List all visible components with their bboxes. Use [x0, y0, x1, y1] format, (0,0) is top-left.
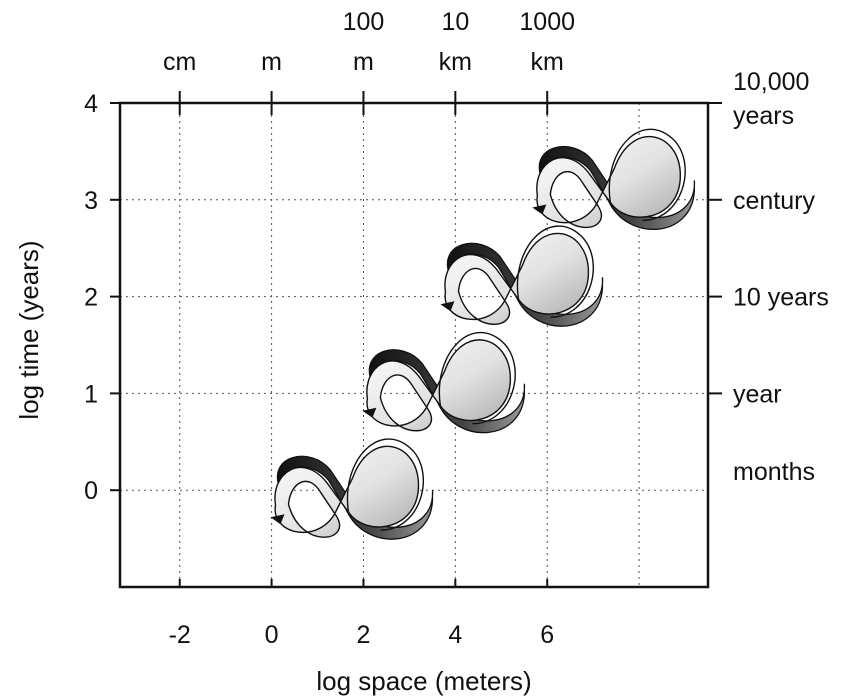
x-tick-label: 6 [540, 621, 554, 649]
right-axis-label: year [733, 380, 782, 408]
ribbon-arrowhead [440, 301, 455, 312]
y-tick-label: 3 [84, 187, 98, 215]
y-tick-label: 4 [84, 90, 98, 118]
top-axis-label: km [531, 48, 564, 76]
markers [270, 128, 696, 540]
x-tick-label: 0 [265, 621, 279, 649]
x-tick-label: 2 [357, 621, 371, 649]
ribbon-arrowhead [532, 204, 547, 215]
ribbon-shadow [538, 145, 696, 231]
right-axis-label: 10,000 [733, 68, 809, 96]
top-axis-label: 10 [441, 8, 469, 36]
x-axis-title: log space (meters) [316, 666, 531, 696]
y-tick-label: 0 [84, 477, 98, 505]
ribbon-loop-edge [608, 128, 686, 222]
infinity-marker [362, 331, 526, 434]
right-axis-label: years [733, 102, 794, 130]
plot-frame [118, 101, 710, 589]
top-axis-label: cm [163, 48, 196, 76]
ribbon-arrowhead [362, 407, 377, 418]
top-axis-label: m [353, 48, 374, 76]
right-axis-label: months [733, 458, 815, 486]
y-tick-label: 2 [84, 284, 98, 312]
ribbon-front [274, 445, 420, 538]
ribbon-front [366, 339, 512, 432]
ribbon-front [444, 232, 590, 325]
ribbon-arrowhead [270, 514, 285, 525]
right-axis-label: 10 years [733, 284, 829, 312]
infinity-marker [532, 128, 696, 231]
infinity-marker [270, 438, 434, 540]
right-axis-label: century [733, 187, 815, 215]
top-axis-label: 1000 [519, 8, 575, 36]
ribbon-front [536, 135, 682, 229]
labels: -2 0 2 4 6 0 1 2 3 4 log space (meters) log time (y… [14, 8, 829, 696]
ribbon-loop-edge [346, 438, 425, 531]
ribbon-shadow [368, 349, 526, 434]
x-tick-label: -2 [169, 621, 191, 649]
top-axis-label: 100 [343, 8, 385, 36]
ribbon-shadow [447, 242, 604, 327]
ribbon-shadow [277, 455, 434, 540]
ribbon-loop-edge [516, 225, 594, 318]
top-axis-label: m [261, 48, 282, 76]
ticks [110, 91, 722, 587]
ribbon-loop-edge [438, 331, 516, 425]
y-axis-title: log time (years) [14, 240, 44, 419]
top-axis-label: km [439, 48, 472, 76]
infinity-marker [440, 225, 604, 327]
y-tick-label: 1 [84, 380, 98, 408]
x-tick-label: 4 [448, 621, 462, 649]
